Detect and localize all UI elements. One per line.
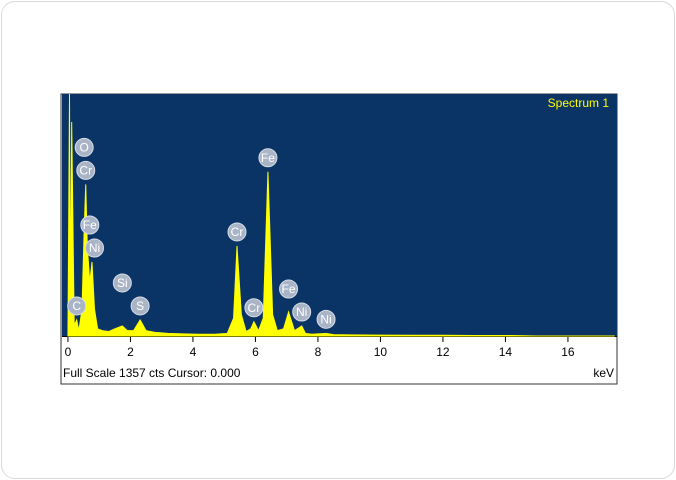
peak-marker: [316, 309, 336, 329]
peak-marker: [76, 160, 96, 180]
peak-label: Cr: [248, 301, 261, 315]
x-tick-label: 8: [315, 345, 322, 359]
x-tick-label: 12: [436, 345, 450, 359]
peak-label: Si: [117, 276, 128, 290]
x-tick-label: 14: [499, 345, 513, 359]
peak-label: Fe: [83, 218, 97, 232]
x-tick-label: 2: [127, 345, 134, 359]
peak-marker: [258, 148, 278, 168]
peak-marker: [80, 215, 100, 235]
peak-label: S: [136, 299, 144, 313]
peak-marker: [279, 279, 299, 299]
peak-marker: [85, 238, 104, 258]
peak-marker: [67, 296, 87, 316]
peak-label: Fe: [282, 282, 296, 296]
peak-label: Cr: [79, 164, 92, 178]
peak-label: Cr: [231, 225, 244, 239]
chart-title: Spectrum 1: [548, 96, 610, 110]
plot-area: [62, 94, 617, 336]
peak-marker: [227, 222, 247, 242]
x-tick-label: 10: [374, 345, 388, 359]
x-tick-label: 0: [65, 345, 72, 359]
peak-marker: [130, 296, 150, 316]
x-tick-label: 6: [252, 345, 259, 359]
peak-label: Ni: [296, 305, 307, 319]
peak-label: Ni: [89, 241, 100, 255]
peak-label: O: [80, 141, 89, 155]
peak-label: Fe: [261, 151, 275, 165]
peak-marker: [112, 273, 132, 293]
peak-label: C: [72, 299, 81, 313]
spectrum: [67, 93, 615, 337]
peak-marker: [74, 137, 94, 157]
peak-marker: [244, 298, 264, 318]
x-tick-label: 4: [190, 345, 197, 359]
footer: Full Scale 1357 cts Cursor: 0.000: [63, 366, 241, 380]
x-axis-label: keV: [593, 366, 614, 380]
peak-marker: [292, 302, 312, 322]
x-tick-label: 16: [561, 345, 575, 359]
peak-label: Ni: [320, 312, 331, 326]
